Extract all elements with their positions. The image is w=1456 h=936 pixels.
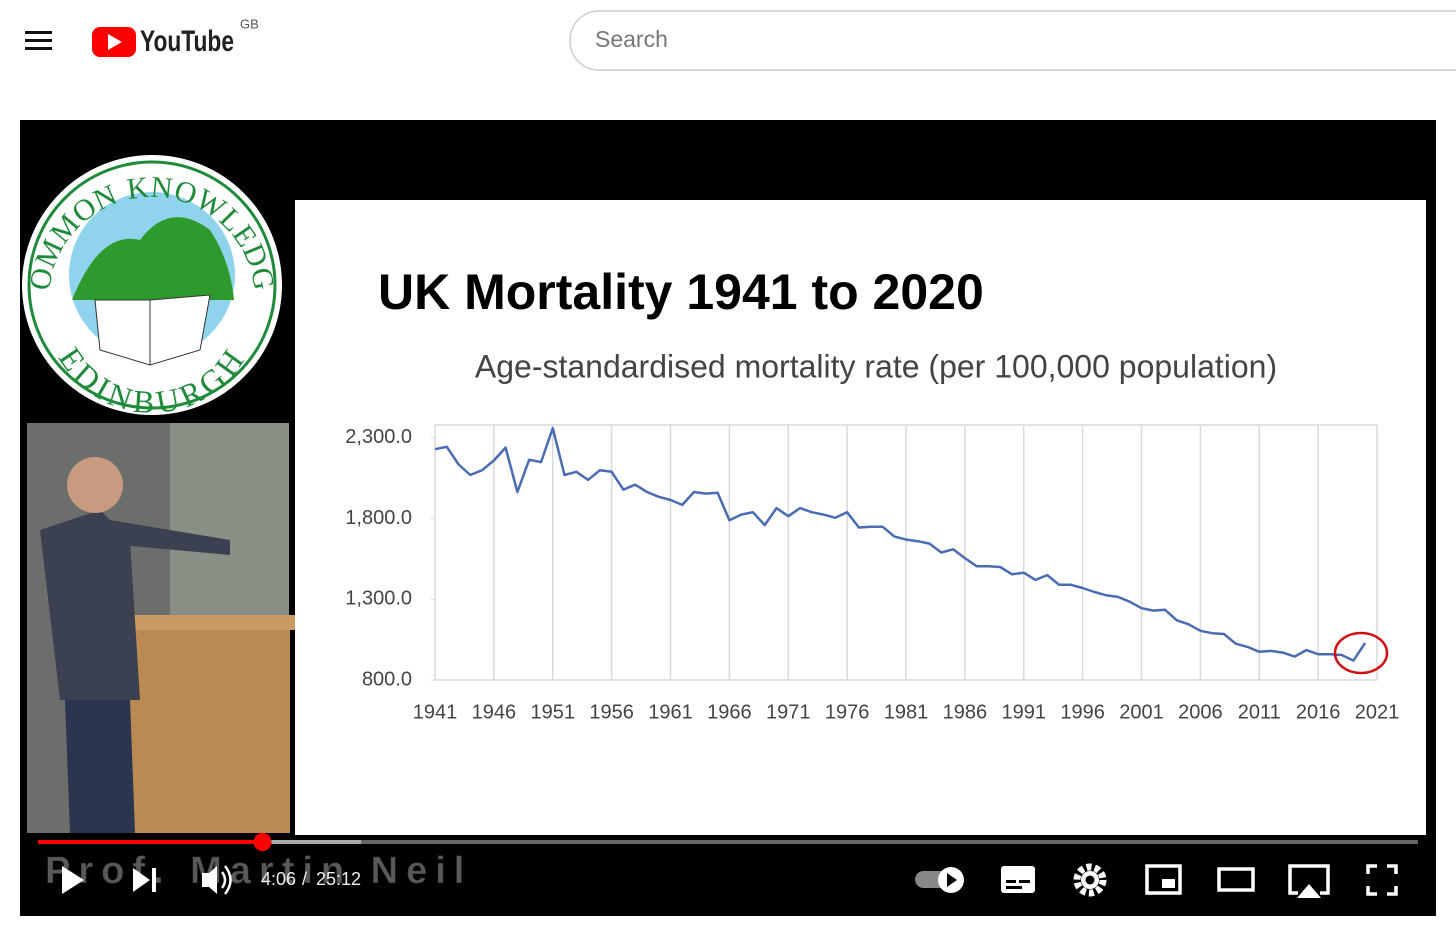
time-current: 4:06	[261, 869, 296, 889]
menu-button[interactable]	[25, 31, 52, 50]
y-tick-label: 2,300.0	[345, 426, 412, 448]
data-line	[434, 426, 1367, 662]
airplay-button[interactable]	[1288, 864, 1330, 898]
x-tick-label: 1941	[413, 701, 458, 723]
x-tick-label: 1946	[472, 701, 517, 723]
x-tick-label: 1996	[1060, 701, 1105, 723]
plot: 1941 1946 1951 1956 1961 1966 1971 1976 1981 1986…	[345, 424, 1400, 723]
x-tick-label: 2001	[1119, 701, 1164, 723]
volume-button[interactable]	[202, 865, 232, 895]
x-tick-label: 2021	[1355, 701, 1400, 723]
youtube-logo[interactable]: YouTube GB	[92, 16, 259, 58]
x-tick-label: 1981	[884, 701, 929, 723]
chart-title: UK Mortality 1941 to 2020	[378, 264, 984, 320]
video-caption: Prof. Martin Neil	[45, 850, 472, 892]
time-total: 25:12	[316, 869, 361, 889]
logo-text: YouTube	[140, 25, 234, 58]
x-tick-label: 2011	[1238, 701, 1281, 723]
x-tick-label: 1976	[825, 701, 870, 723]
y-tick-label: 800.0	[362, 668, 412, 690]
fullscreen-button[interactable]	[1366, 864, 1398, 896]
slide	[295, 200, 1426, 835]
search-box[interactable]	[569, 10, 1456, 71]
chart-subtitle: Age-standardised mortality rate (per 100…	[475, 348, 1277, 384]
subtitles-button[interactable]	[1001, 866, 1035, 893]
x-tick-label: 1966	[707, 701, 752, 723]
search-placeholder: Search	[595, 26, 668, 52]
x-tick-label: 1951	[531, 701, 576, 723]
highlight-circle	[1333, 631, 1389, 675]
region: GB	[240, 16, 259, 31]
autoplay-toggle[interactable]	[915, 867, 964, 893]
x-tick-label: 1961	[648, 701, 693, 723]
time-separator: /	[302, 869, 307, 889]
progress-played	[38, 840, 263, 844]
x-tick-label: 1991	[1002, 701, 1047, 723]
x-tick-label: 2016	[1296, 701, 1341, 723]
play-button[interactable]	[62, 866, 84, 894]
speaker-video	[27, 423, 295, 833]
x-tick-label: 1956	[589, 701, 634, 723]
x-tick-label: 1971	[766, 701, 811, 723]
theater-button[interactable]	[1217, 867, 1255, 892]
progress-track[interactable]	[38, 840, 1418, 844]
y-tick-label: 1,300.0	[345, 588, 412, 610]
x-tick-label: 1986	[943, 701, 988, 723]
miniplayer-button[interactable]	[1145, 864, 1182, 895]
next-button[interactable]	[133, 868, 156, 892]
progress-knob[interactable]	[253, 833, 272, 851]
y-tick-label: 1,800.0	[345, 507, 412, 529]
settings-button[interactable]	[1073, 863, 1107, 897]
x-tick-label: 2006	[1178, 701, 1223, 723]
